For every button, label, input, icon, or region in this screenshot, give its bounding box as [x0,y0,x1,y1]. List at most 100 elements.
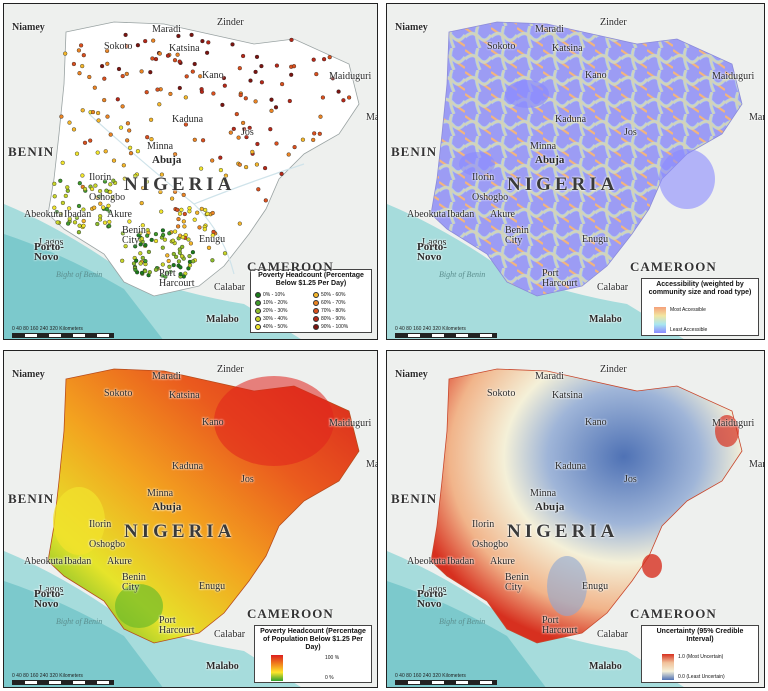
place-label-nigeria: NIGERIA [124,174,236,195]
survey-point [168,269,173,274]
survey-point [269,108,274,113]
survey-point [188,241,193,246]
survey-point [210,210,215,216]
survey-point [133,267,138,272]
scale-unit: Kilometers [59,326,83,332]
survey-point [147,270,152,275]
survey-point [279,171,284,176]
survey-point [191,259,196,264]
survey-point [52,194,57,199]
place-label-minna: Minna [530,488,557,499]
color-ramp [271,655,283,681]
survey-point [116,66,122,72]
survey-point [175,52,180,57]
survey-point [160,228,165,233]
place-label-jos: Jos [241,127,254,138]
survey-point [128,151,134,156]
survey-point [140,223,145,228]
survey-point [263,166,268,171]
place-label-abuja: Abuja [152,154,182,166]
survey-point [81,207,86,212]
map-panel-poverty-points: Poverty Headcount (Percentage Below $1.2… [3,3,378,340]
survey-point [65,188,70,193]
survey-point [180,244,185,249]
survey-point [259,63,264,69]
survey-point [254,162,259,167]
survey-point [120,104,125,109]
survey-point [206,40,211,45]
survey-point [101,205,106,210]
survey-point [177,85,182,91]
survey-point [102,179,108,184]
survey-point [173,229,178,234]
place-label-zinder: Zinder [217,17,244,28]
survey-point [121,163,126,168]
place-label-zinder: Zinder [217,364,244,375]
survey-point [127,145,133,150]
place-label-sokoto: Sokoto [487,41,516,52]
place-label-kaduna: Kaduna [172,461,204,472]
survey-point [274,63,279,68]
survey-point [135,43,140,48]
scale-graphic [12,333,114,338]
scale-bar: 0 40 80 160 240 320 Kilometers [12,673,114,685]
survey-point [171,263,176,268]
survey-point [127,219,132,224]
place-label-oshogbo: Oshogbo [472,539,509,550]
legend-class-swatch [255,308,261,314]
survey-point [286,152,291,157]
survey-point [177,59,182,64]
survey-point [96,194,102,199]
survey-point [139,236,144,241]
place-label-abeokuta: Abeokuta [407,209,446,220]
survey-point [60,160,65,165]
legend-class-label: 20% - 30% [263,308,288,314]
survey-point [124,44,130,49]
scale-ticks: 0 40 80 160 240 320 [12,326,58,332]
survey-point [238,92,243,98]
place-label-katsina: Katsina [552,390,583,401]
place-label-ibadan: Ibadan [447,209,475,220]
place-label-kano: Kano [585,417,607,428]
place-label-kaduna: Kaduna [555,461,587,472]
survey-point [63,51,68,56]
survey-point [161,232,166,238]
survey-point [231,126,236,131]
survey-point [95,150,100,155]
survey-point [341,98,346,103]
place-label-oshogbo: Oshogbo [89,192,126,203]
survey-point [182,211,187,217]
survey-point [202,227,207,232]
legend-class-label: 90% - 100% [321,324,349,330]
survey-point [234,111,239,117]
place-label-benin-city: Benin City [505,225,529,246]
survey-point [174,254,179,259]
place-label-zinder: Zinder [600,17,627,28]
survey-point [189,32,194,37]
legend-title: Poverty Headcount (Percentage Below $1.2… [258,272,364,287]
survey-point [78,43,84,48]
survey-point [81,53,86,58]
place-label-kaduna: Kaduna [555,114,587,125]
survey-point [171,251,176,257]
survey-point [106,203,111,208]
place-label-mar: Mar [366,459,377,470]
survey-point [127,128,132,133]
place-label-kaduna: Kaduna [172,114,204,125]
legend-class-label: 40% - 50% [263,324,288,330]
survey-point [179,207,184,212]
legend-class-label: 10% - 20% [263,300,288,306]
survey-point [143,269,148,274]
survey-point [190,250,195,255]
place-label-porto-novo: Porto-Novo [34,241,64,263]
survey-point [291,64,297,69]
survey-point [167,264,172,269]
legend-class-swatch [313,316,319,322]
survey-point [153,232,158,237]
survey-point [197,225,202,230]
survey-point [300,137,305,142]
survey-point [176,217,181,222]
survey-point [253,99,258,104]
survey-point [192,217,197,222]
survey-point [176,224,181,229]
